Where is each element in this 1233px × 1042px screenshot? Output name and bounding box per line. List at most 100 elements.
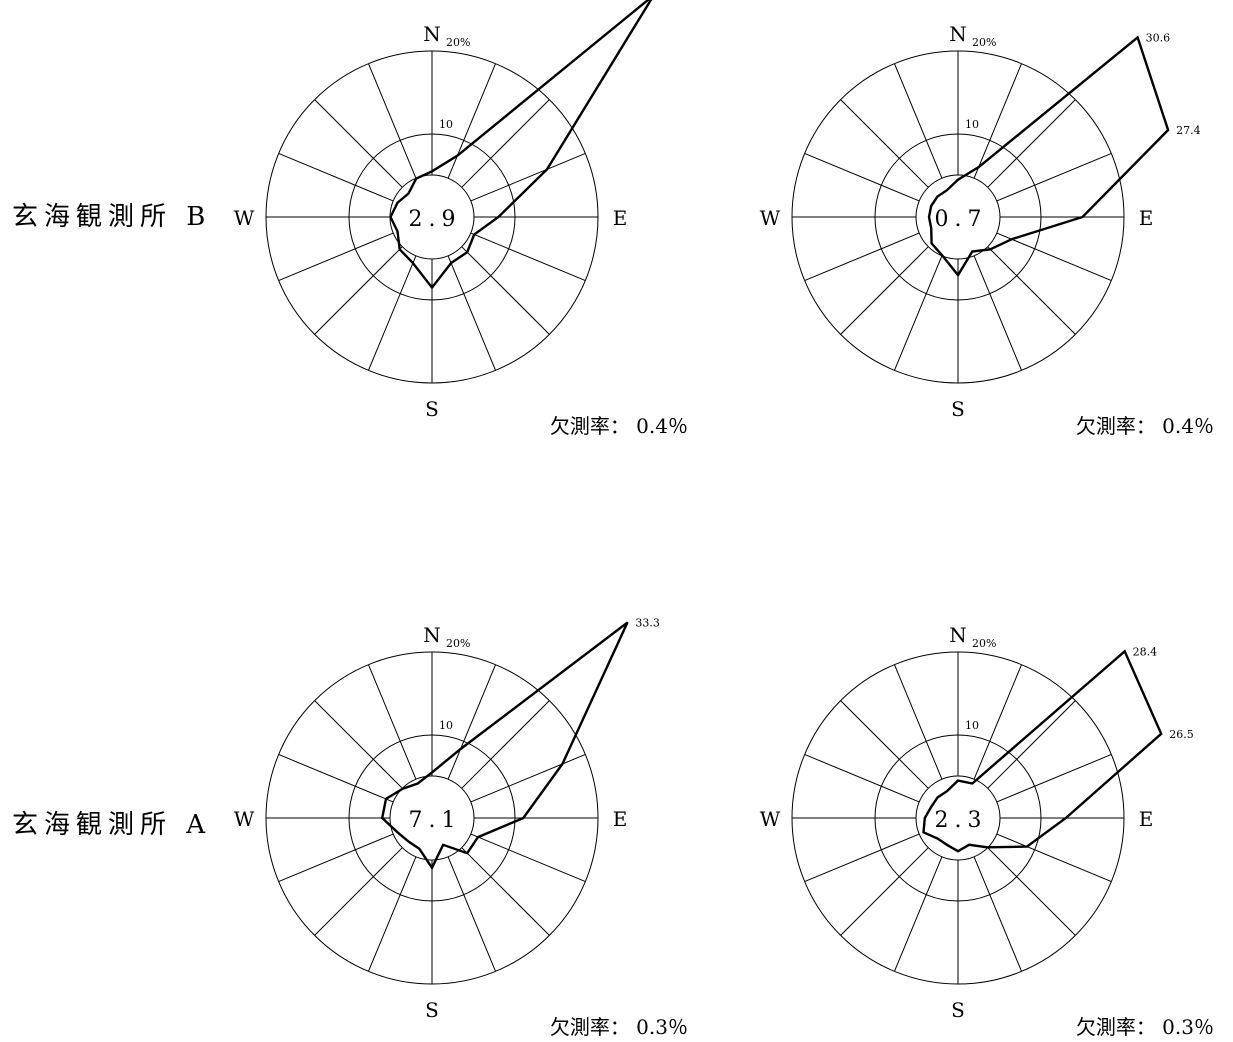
point-ssw	[941, 254, 943, 257]
spoke-wnw	[278, 754, 394, 803]
ring-label-10: 10	[439, 118, 453, 131]
spoke-se	[461, 246, 550, 335]
compass-w-label: W	[760, 807, 781, 831]
point-w	[389, 216, 392, 218]
point-se	[986, 846, 989, 849]
point-wsw	[396, 230, 399, 233]
calm-value: 0.7	[935, 207, 988, 232]
point-se	[466, 852, 469, 855]
point-ssw	[412, 262, 414, 264]
point-wsw	[922, 831, 925, 834]
point-s	[431, 867, 433, 869]
spoke-sw	[840, 246, 929, 335]
spoke-ssw	[368, 255, 417, 371]
point-ese	[477, 836, 479, 838]
point-n	[957, 779, 959, 782]
point-s	[957, 274, 959, 276]
point-sw	[398, 248, 401, 251]
compass-e-label: E	[1139, 206, 1154, 230]
point-ese	[473, 233, 475, 236]
point-nne	[977, 166, 980, 168]
point-n	[957, 178, 959, 181]
spoke-nnw	[894, 63, 943, 179]
spoke-ne	[987, 700, 1076, 789]
point-ssw	[946, 844, 948, 846]
spoke-nne	[447, 63, 496, 179]
point-wnw	[930, 806, 932, 808]
wind-rose-panel-4: 2.3 N E S W 10 20% 28.4 26.5 欠測率： 0.3％	[760, 623, 1214, 1039]
spoke-sse	[447, 255, 496, 371]
spoke-ese	[996, 232, 1112, 281]
point-nne	[459, 748, 462, 750]
point-ene	[561, 763, 564, 765]
point-ssw	[418, 847, 421, 850]
spoke-ne	[461, 700, 550, 789]
point-se	[989, 248, 992, 251]
point-ene	[1160, 733, 1163, 735]
point-ne	[1123, 650, 1126, 653]
peak-label-ne: 30.6	[1146, 31, 1171, 44]
ring-label-20: 20%	[446, 36, 470, 49]
compass-e-label: E	[613, 206, 628, 230]
spoke-sw	[314, 246, 403, 335]
spoke-wsw	[278, 232, 394, 281]
point-se	[466, 251, 469, 254]
point-s	[957, 850, 959, 852]
point-sw	[930, 242, 933, 245]
point-s	[431, 286, 433, 289]
point-ese	[1026, 845, 1028, 848]
peak-label-ne: 37.8	[662, 0, 687, 2]
spoke-ene	[470, 754, 586, 803]
spoke-ene	[996, 754, 1112, 803]
ring-label-10: 10	[439, 719, 453, 732]
point-sse	[442, 844, 444, 846]
compass-s-label: S	[425, 998, 439, 1022]
point-nnw	[946, 790, 948, 792]
point-n	[431, 771, 433, 774]
spoke-nw	[840, 700, 929, 789]
calm-value: 2.3	[935, 808, 988, 833]
spoke-sse	[973, 856, 1022, 972]
ring-label-20: 20%	[446, 637, 470, 650]
point-sw	[936, 837, 939, 840]
point-ene	[1167, 129, 1169, 131]
point-wnw	[396, 201, 399, 204]
spoke-sw	[314, 847, 403, 936]
spoke-wsw	[804, 232, 920, 281]
point-nw	[401, 787, 404, 790]
missing-rate-label: 欠測率： 0.3％	[550, 1015, 688, 1039]
spoke-ese	[996, 833, 1112, 882]
compass-w-label: W	[234, 206, 255, 230]
peak-label-ene: 26.5	[1169, 728, 1194, 741]
compass-s-label: S	[951, 998, 965, 1022]
peak-label-ne: 33.3	[635, 617, 660, 630]
compass-w-label: W	[234, 807, 255, 831]
wind-rose-panel-2: 0.7 N E S W 10 20% 30.6 27.4 欠測率： 0.4％	[760, 22, 1214, 438]
spoke-ne	[461, 99, 550, 188]
calm-value: 2.9	[409, 207, 462, 232]
spoke-wnw	[804, 754, 920, 803]
ring-label-20: 20%	[972, 36, 996, 49]
point-wnw	[930, 205, 932, 207]
point-nne	[971, 782, 974, 785]
spoke-ssw	[894, 856, 943, 972]
spoke-nw	[314, 99, 403, 188]
spoke-se	[987, 246, 1076, 335]
wind-rose-panel-3: 玄海観測所 A 7.1 N E S W 10 20% 33.3 欠測率： 0.3％	[12, 617, 688, 1039]
spoke-wsw	[278, 833, 394, 882]
spoke-ene	[996, 153, 1112, 202]
ring-label-10: 10	[965, 719, 979, 732]
spoke-ssw	[894, 255, 943, 371]
point-n	[431, 170, 433, 173]
wind-rose-panel-1: 玄海観測所 B 2.9 N E S W 10 20% 37.8 欠測率： 0.4％	[12, 0, 688, 438]
point-w	[924, 817, 926, 819]
point-ese	[1010, 238, 1013, 241]
point-nne	[456, 154, 459, 157]
spoke-nnw	[894, 664, 943, 780]
spoke-nne	[973, 664, 1022, 780]
point-w	[381, 817, 384, 819]
spoke-ssw	[368, 856, 417, 972]
point-e	[522, 817, 525, 819]
spoke-ne	[987, 99, 1076, 188]
station-label: 玄海観測所 B	[12, 202, 211, 232]
